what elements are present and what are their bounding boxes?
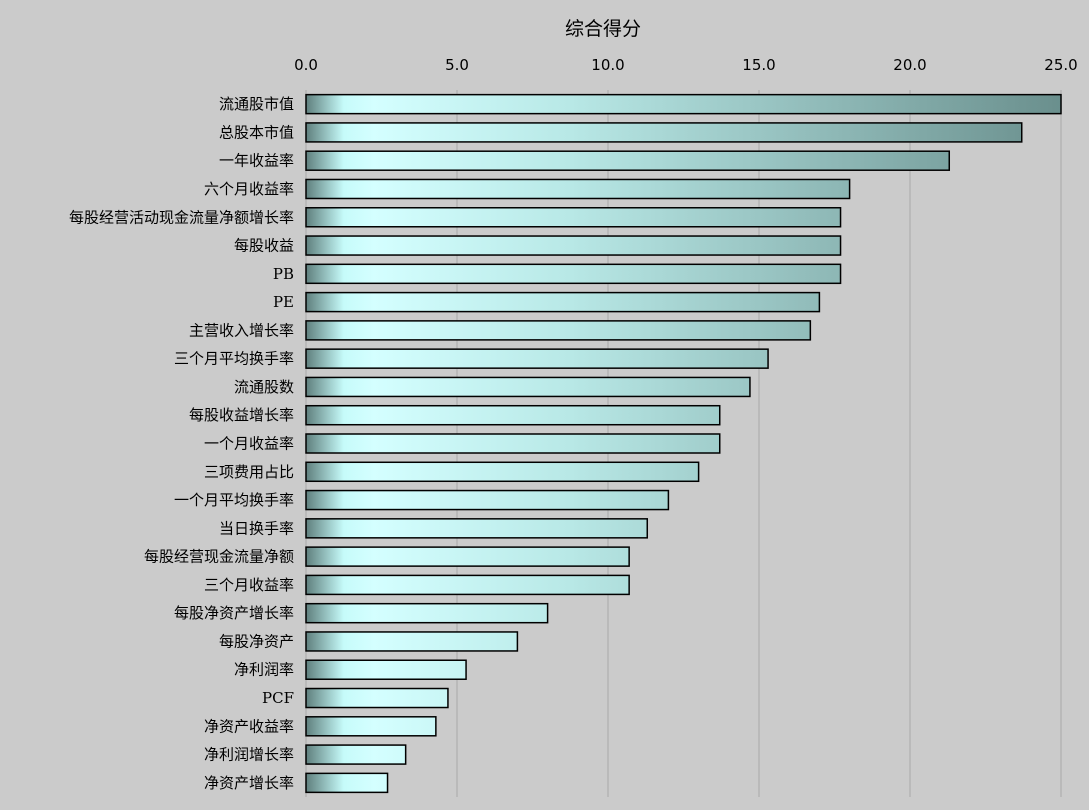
bar [305,235,842,256]
bar [305,263,842,285]
bar [305,320,812,341]
category-label: 一个月收益率 [204,435,294,453]
bar [305,518,649,539]
bar [305,150,951,171]
category-labels: 流通股市值总股本市值一年收益率六个月收益率每股经营活动现金流量净额增长率每股收益… [69,95,294,792]
bar [305,489,670,511]
category-label: 一个月平均换手率 [174,491,294,509]
category-label: 三个月收益率 [204,576,294,594]
category-label: 每股净资产 [219,632,294,650]
bar [305,207,842,228]
category-label: 净利润率 [234,661,294,679]
category-label: 净资产收益率 [204,717,294,735]
category-label: 总股本市值 [219,123,294,141]
x-tick-label: 10.0 [591,56,624,74]
category-label: 净资产增长率 [204,774,294,792]
category-label: PCF [262,689,294,707]
category-label: 每股收益增长率 [189,406,294,424]
category-label: PE [273,293,294,311]
bar [305,348,769,369]
bar [305,376,751,398]
category-label: 一年收益率 [219,152,294,170]
x-tick-label: 0.0 [294,56,318,74]
bar [305,433,721,454]
bar [305,291,821,313]
bar [305,744,407,765]
category-label: 每股经营现金流量净额 [144,548,294,566]
x-tick-label: 25.0 [1044,56,1077,74]
bar [305,772,389,794]
bar [305,687,449,709]
bar [305,602,549,624]
bar [305,93,1062,115]
bar [305,574,630,596]
category-label: 每股经营活动现金流量净额增长率 [69,208,294,226]
category-label: 当日换手率 [219,519,294,537]
category-label: 流通股数 [234,378,294,396]
bars [305,93,1062,794]
category-label: 三个月平均换手率 [174,350,294,368]
category-label: 每股收益 [234,237,294,255]
x-tick-label: 5.0 [445,56,469,74]
category-label: 六个月收益率 [204,180,294,198]
bar [305,659,467,680]
bar [305,178,851,200]
category-label: 主营收入增长率 [189,321,294,339]
x-axis-ticks: 0.0 5.0 10.0 15.0 20.0 25.0 [294,56,1078,74]
category-label: 净利润增长率 [204,746,294,764]
bar [305,122,1023,143]
category-label: PB [273,265,294,283]
bar [305,716,437,737]
chart-title: 综合得分 [565,18,641,40]
category-label: 每股净资产增长率 [174,604,294,622]
bar [305,461,700,483]
bar [305,631,519,652]
x-tick-label: 15.0 [742,56,775,74]
bar [305,546,630,567]
category-label: 三项费用占比 [204,463,294,481]
bar [305,404,721,426]
category-label: 流通股市值 [219,95,294,113]
x-tick-label: 20.0 [893,56,926,74]
